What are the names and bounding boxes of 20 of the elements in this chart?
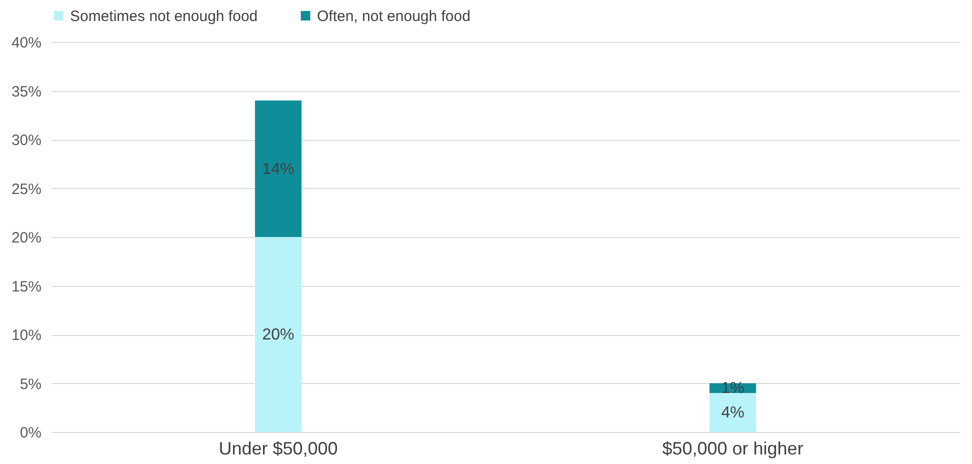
data-label: 4% xyxy=(721,404,744,422)
bar xyxy=(254,237,302,432)
x-tick-label: Under $50,000 xyxy=(218,438,338,458)
y-tick-label: 20% xyxy=(11,230,42,246)
legend-label: Often, not enough food xyxy=(317,8,470,25)
y-tick-label: 5% xyxy=(20,376,42,393)
y-tick-label: 25% xyxy=(11,180,42,198)
data-label: 20% xyxy=(262,326,294,344)
bar xyxy=(709,393,756,432)
y-tick-label: 35% xyxy=(11,83,42,100)
y-tick-label: 15% xyxy=(11,278,42,296)
data-label: 14% xyxy=(262,160,294,178)
bar xyxy=(254,100,302,237)
y-tick-label: 40% xyxy=(11,34,42,52)
y-tick-label: 30% xyxy=(11,132,42,149)
data-label: 1% xyxy=(721,380,744,398)
y-tick-label: 10% xyxy=(11,327,42,344)
y-tick-label: 0% xyxy=(20,424,42,442)
x-tick-label: $50,000 or higher xyxy=(662,438,804,458)
legend-label: Sometimes not enough food xyxy=(70,8,258,25)
